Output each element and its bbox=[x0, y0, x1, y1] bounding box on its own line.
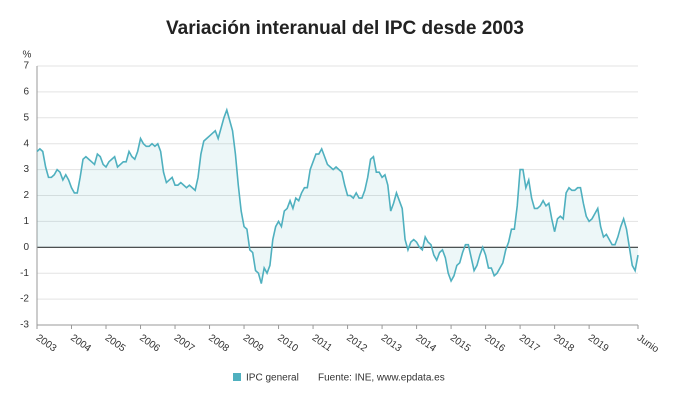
x-tick-label: 2014 bbox=[413, 333, 438, 355]
x-tick-label: 2006 bbox=[137, 333, 162, 355]
x-tick-label: 2005 bbox=[103, 333, 128, 355]
legend-swatch bbox=[233, 373, 241, 381]
x-tick-label: 2012 bbox=[344, 333, 369, 355]
x-tick-label: 2015 bbox=[448, 333, 473, 355]
x-tick-label: 2018 bbox=[551, 333, 576, 355]
x-tick-label: 2009 bbox=[241, 333, 266, 355]
x-tick-label: 2016 bbox=[482, 333, 507, 355]
chart-title: Variación interanual del IPC desde 2003 bbox=[166, 18, 524, 39]
y-tick-label: -3 bbox=[20, 320, 29, 331]
line bbox=[36, 107, 639, 284]
y-tick-label: 0 bbox=[23, 242, 29, 253]
x-tick-label: 2011 bbox=[310, 333, 334, 355]
x-tick-label: 2017 bbox=[517, 333, 542, 355]
y-tick-label: 6 bbox=[23, 87, 29, 98]
x-tick-label: 2007 bbox=[172, 333, 197, 355]
x-tick-label: 2008 bbox=[206, 333, 231, 355]
x-tick-label: 2010 bbox=[275, 333, 300, 355]
x-tick-label: 2003 bbox=[34, 333, 59, 355]
legend-label: IPC general bbox=[246, 373, 299, 384]
source: Fuente: INE, www.epdata.es bbox=[318, 373, 445, 384]
y-tick-label: 7 bbox=[23, 61, 29, 72]
y-tick-label: -1 bbox=[20, 268, 29, 279]
x-tick-label: 2013 bbox=[379, 333, 404, 355]
y-axis-label: % bbox=[23, 50, 32, 61]
area bbox=[37, 110, 638, 284]
x-tick-label: 2004 bbox=[68, 333, 93, 355]
y-tick-label: -2 bbox=[20, 294, 29, 305]
y-tick-label: 4 bbox=[23, 138, 29, 149]
x-tick-label: 2019 bbox=[586, 333, 611, 355]
y-tick-label: 2 bbox=[23, 190, 29, 201]
x-tick-label: Junio bbox=[635, 333, 661, 356]
y-tick-label: 3 bbox=[23, 164, 29, 175]
y-tick-label: 5 bbox=[23, 112, 29, 123]
y-tick-label: 1 bbox=[23, 216, 29, 227]
